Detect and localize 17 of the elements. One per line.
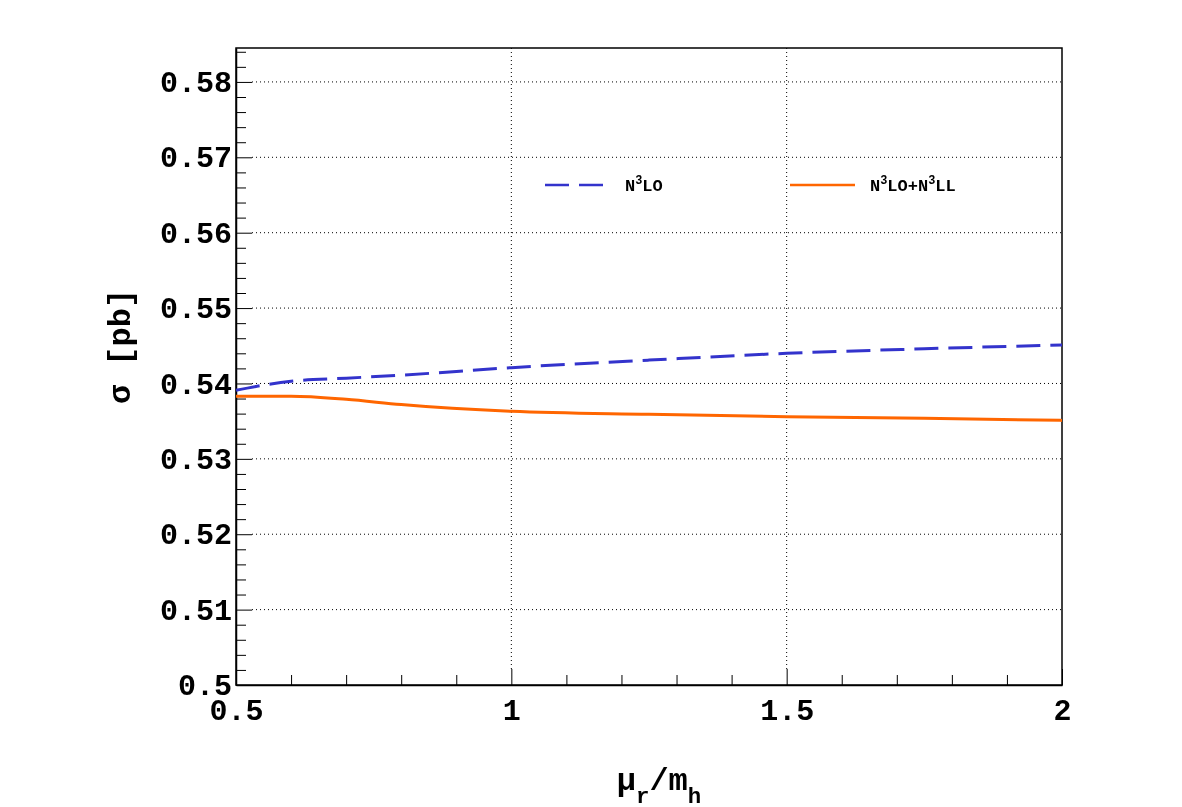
y-tick-label: 0.56 — [159, 217, 232, 252]
y-tick-label: 0.57 — [159, 142, 232, 177]
x-tick-label: 1 — [502, 695, 521, 729]
line-series — [234, 394, 1064, 422]
legend-label: N$^{3}$LO+N$^{3}$LL — [870, 174, 956, 196]
y-tick-label: 0.58 — [159, 67, 232, 102]
x-tick-label: 2 — [1053, 695, 1072, 729]
y-tick-label: 0.52 — [159, 519, 232, 554]
x-tick-label: 1.5 — [760, 695, 815, 729]
y-axis-title: σ [pb] — [103, 288, 140, 405]
y-tick-label: 0.53 — [159, 443, 232, 478]
y-tick-label: 0.54 — [159, 368, 232, 403]
y-tick-label: 0.51 — [159, 594, 232, 629]
x-axis-title: μ$_{r}$/m$_{h}$ — [616, 763, 702, 807]
y-tick-label: 0.55 — [159, 293, 232, 328]
legend-label: N$^{3}$LO — [625, 174, 663, 196]
line-series — [234, 343, 1064, 392]
